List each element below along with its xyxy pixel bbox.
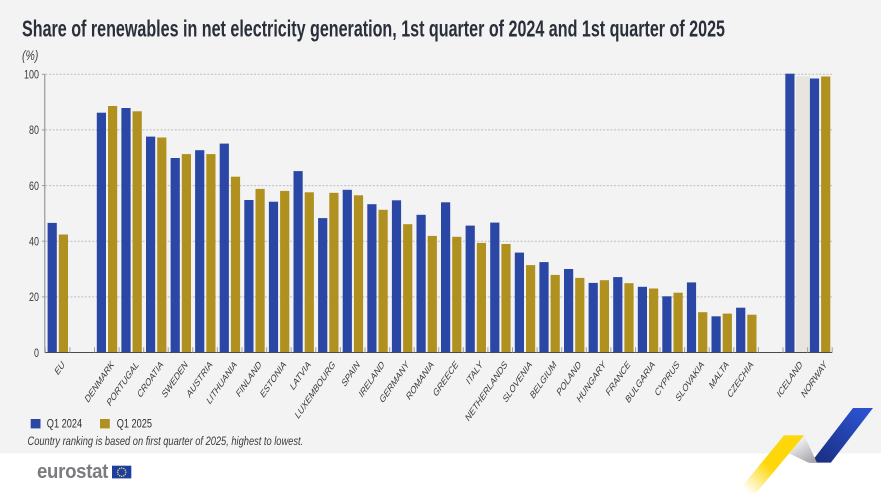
svg-text:Country ranking is based on fi: Country ranking is based on first quarte… xyxy=(28,435,304,448)
svg-text:60: 60 xyxy=(29,181,39,193)
svg-text:100: 100 xyxy=(24,70,39,82)
svg-text:0: 0 xyxy=(34,348,39,360)
svg-text:80: 80 xyxy=(29,125,39,137)
svg-text:(%): (%) xyxy=(22,48,38,64)
svg-text:40: 40 xyxy=(29,237,39,249)
svg-text:Q1 2025: Q1 2025 xyxy=(117,419,152,431)
svg-text:20: 20 xyxy=(29,292,39,304)
svg-text:Share of renewables in net ele: Share of renewables in net electricity g… xyxy=(22,17,725,42)
svg-text:eurostat: eurostat xyxy=(37,461,109,483)
svg-text:Q1 2024: Q1 2024 xyxy=(47,419,82,431)
